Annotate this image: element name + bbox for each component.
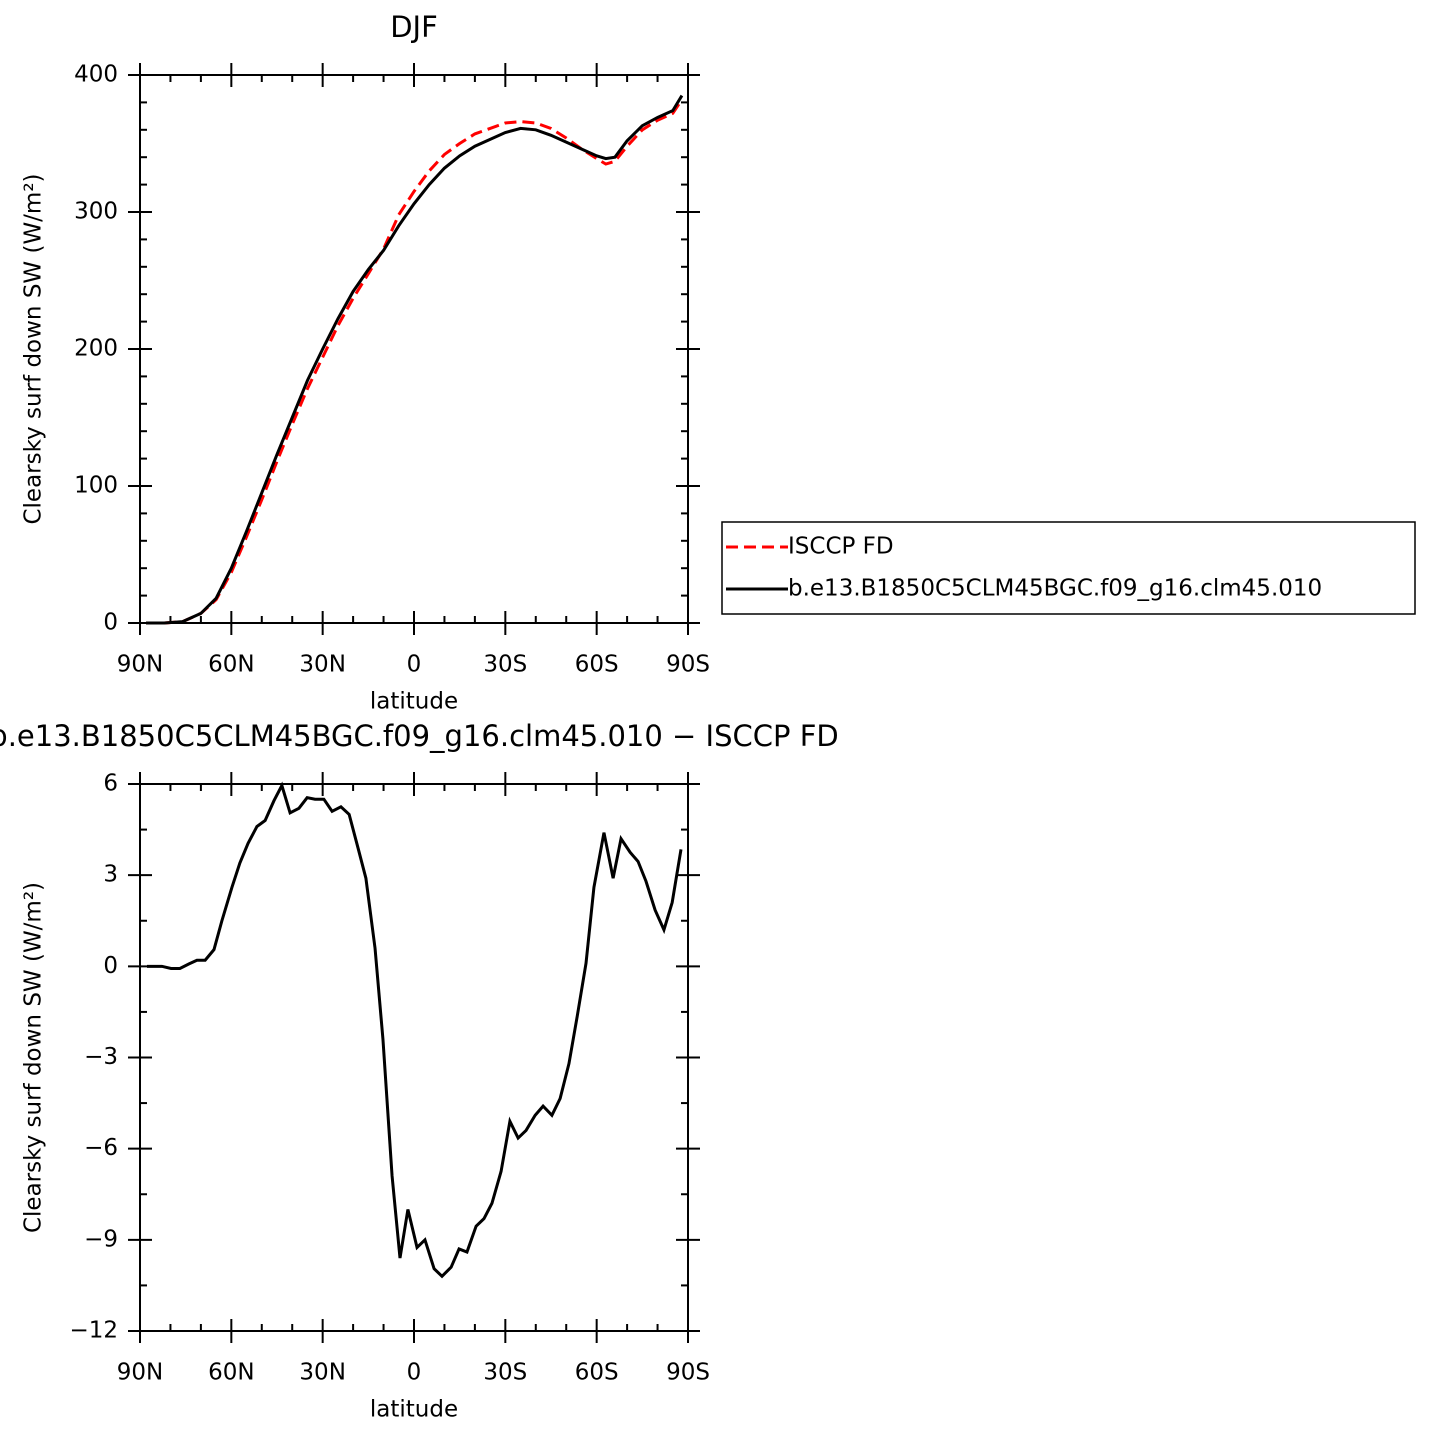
- y-tick-label: −9: [84, 1226, 118, 1252]
- data-line: [147, 781, 683, 1279]
- x-tick-label: 30S: [483, 652, 527, 678]
- x-tick-label: 0: [407, 652, 422, 678]
- y-tick-label: −3: [84, 1044, 118, 1070]
- data-line: [146, 98, 684, 625]
- y-axis-label: Clearsky surf down SW (W/m²): [21, 173, 47, 524]
- x-axis-label: latitude: [370, 689, 458, 715]
- legend-label: ISCCP FD: [788, 534, 894, 560]
- y-tick-label: 0: [103, 953, 118, 979]
- x-tick-label: 90N: [117, 1360, 163, 1386]
- legend-box: [721, 521, 1416, 615]
- x-tick-label: 30N: [299, 1360, 345, 1386]
- plot-frame: [139, 74, 689, 624]
- x-tick-label: 60N: [208, 1360, 254, 1386]
- chart-title: DJF: [390, 10, 438, 44]
- y-tick-label: 3: [103, 862, 118, 888]
- y-tick-label: −6: [84, 1135, 118, 1161]
- x-tick-label: 60S: [575, 652, 619, 678]
- x-tick-label: 30S: [483, 1360, 527, 1386]
- y-tick-label: 200: [74, 336, 118, 362]
- y-axis-label: Clearsky surf down SW (W/m²): [21, 882, 47, 1233]
- x-tick-label: 0: [407, 1360, 422, 1386]
- x-tick-label: 90N: [117, 652, 163, 678]
- plot-frame: [139, 783, 689, 1332]
- chart-title: b.e13.B1850C5CLM45BGC.f09_g16.clm45.010 …: [0, 719, 839, 753]
- x-axis-label: latitude: [370, 1397, 458, 1423]
- y-tick-label: 6: [103, 771, 118, 797]
- data-line: [146, 94, 684, 625]
- x-tick-label: 60S: [575, 1360, 619, 1386]
- x-tick-label: 30N: [299, 652, 345, 678]
- y-tick-label: 100: [74, 473, 118, 499]
- y-tick-label: 300: [74, 199, 118, 225]
- y-tick-label: 0: [103, 610, 118, 636]
- x-tick-label: 60N: [208, 652, 254, 678]
- y-tick-label: −12: [69, 1318, 118, 1344]
- x-tick-label: 90S: [666, 1360, 710, 1386]
- y-tick-label: 400: [74, 62, 118, 88]
- legend-label: b.e13.B1850C5CLM45BGC.f09_g16.clm45.010: [788, 576, 1322, 602]
- x-tick-label: 90S: [666, 652, 710, 678]
